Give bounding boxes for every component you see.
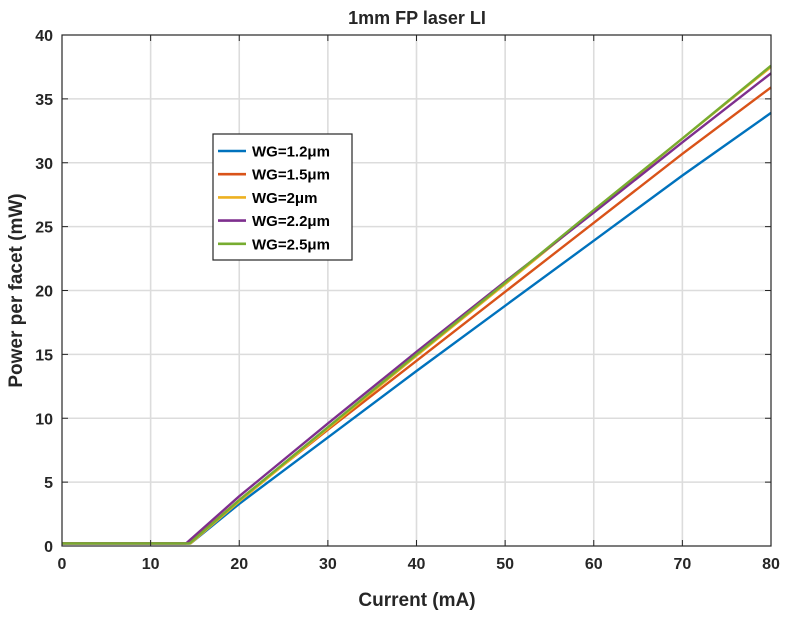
- x-tick-label: 30: [319, 556, 337, 573]
- y-tick-label: 15: [35, 347, 53, 364]
- y-tick-label: 25: [35, 220, 53, 237]
- legend-label: WG=2μm: [252, 190, 317, 207]
- legend-label: WG=2.5μm: [252, 236, 330, 253]
- x-tick-label: 40: [408, 556, 426, 573]
- axis-ticks: 0 10 20 30 40 50 60 70 80 0 5 10 15 20 25 30 35 40: [35, 28, 780, 573]
- y-tick-label: 0: [44, 539, 53, 556]
- legend-label: WG=1.5μm: [252, 167, 330, 184]
- x-tick-label: 10: [142, 556, 160, 573]
- x-tick-label: 80: [762, 556, 780, 573]
- y-tick-label: 35: [35, 92, 53, 109]
- y-tick-label: 30: [35, 156, 53, 173]
- y-tick-label: 10: [35, 411, 53, 428]
- chart-title: 1mm FP laser LI: [348, 8, 486, 28]
- x-tick-label: 20: [230, 556, 248, 573]
- series-line: [62, 64, 772, 545]
- x-tick-label: 60: [585, 556, 603, 573]
- legend-label: WG=2.2μm: [252, 213, 330, 230]
- x-tick-label: 70: [673, 556, 691, 573]
- legend: WG=1.2μm WG=1.5μm WG=2μm WG=2.2μm WG=2.5μm: [212, 133, 353, 261]
- y-axis-title: Power per facet (mW): [6, 193, 27, 387]
- y-tick-label: 40: [35, 28, 53, 45]
- grid: [62, 35, 771, 546]
- series-lines: [62, 64, 772, 545]
- x-tick-label: 50: [496, 556, 514, 573]
- x-tick-label: 0: [58, 556, 67, 573]
- y-tick-label: 20: [35, 284, 53, 301]
- legend-label: WG=1.2μm: [252, 144, 330, 161]
- y-tick-label: 5: [44, 475, 53, 492]
- x-axis-title: Current (mA): [358, 590, 475, 611]
